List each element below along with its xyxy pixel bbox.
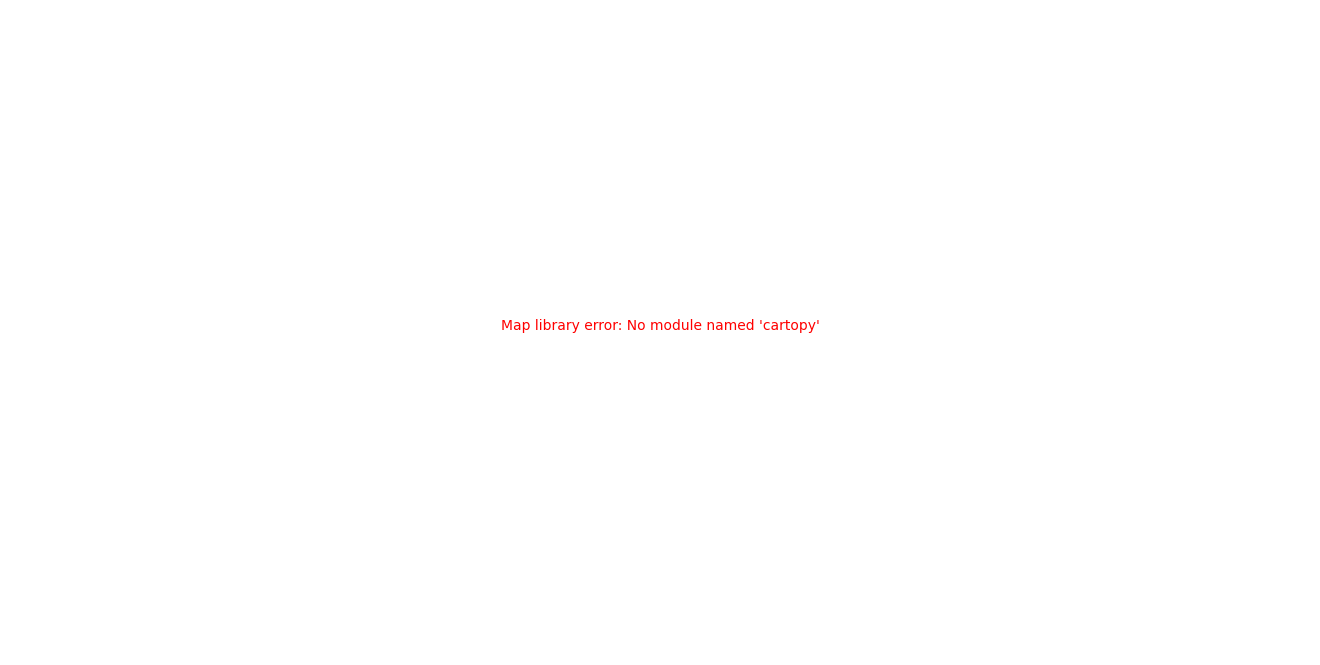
Text: Map library error: No module named 'cartopy': Map library error: No module named 'cart… — [500, 319, 820, 333]
